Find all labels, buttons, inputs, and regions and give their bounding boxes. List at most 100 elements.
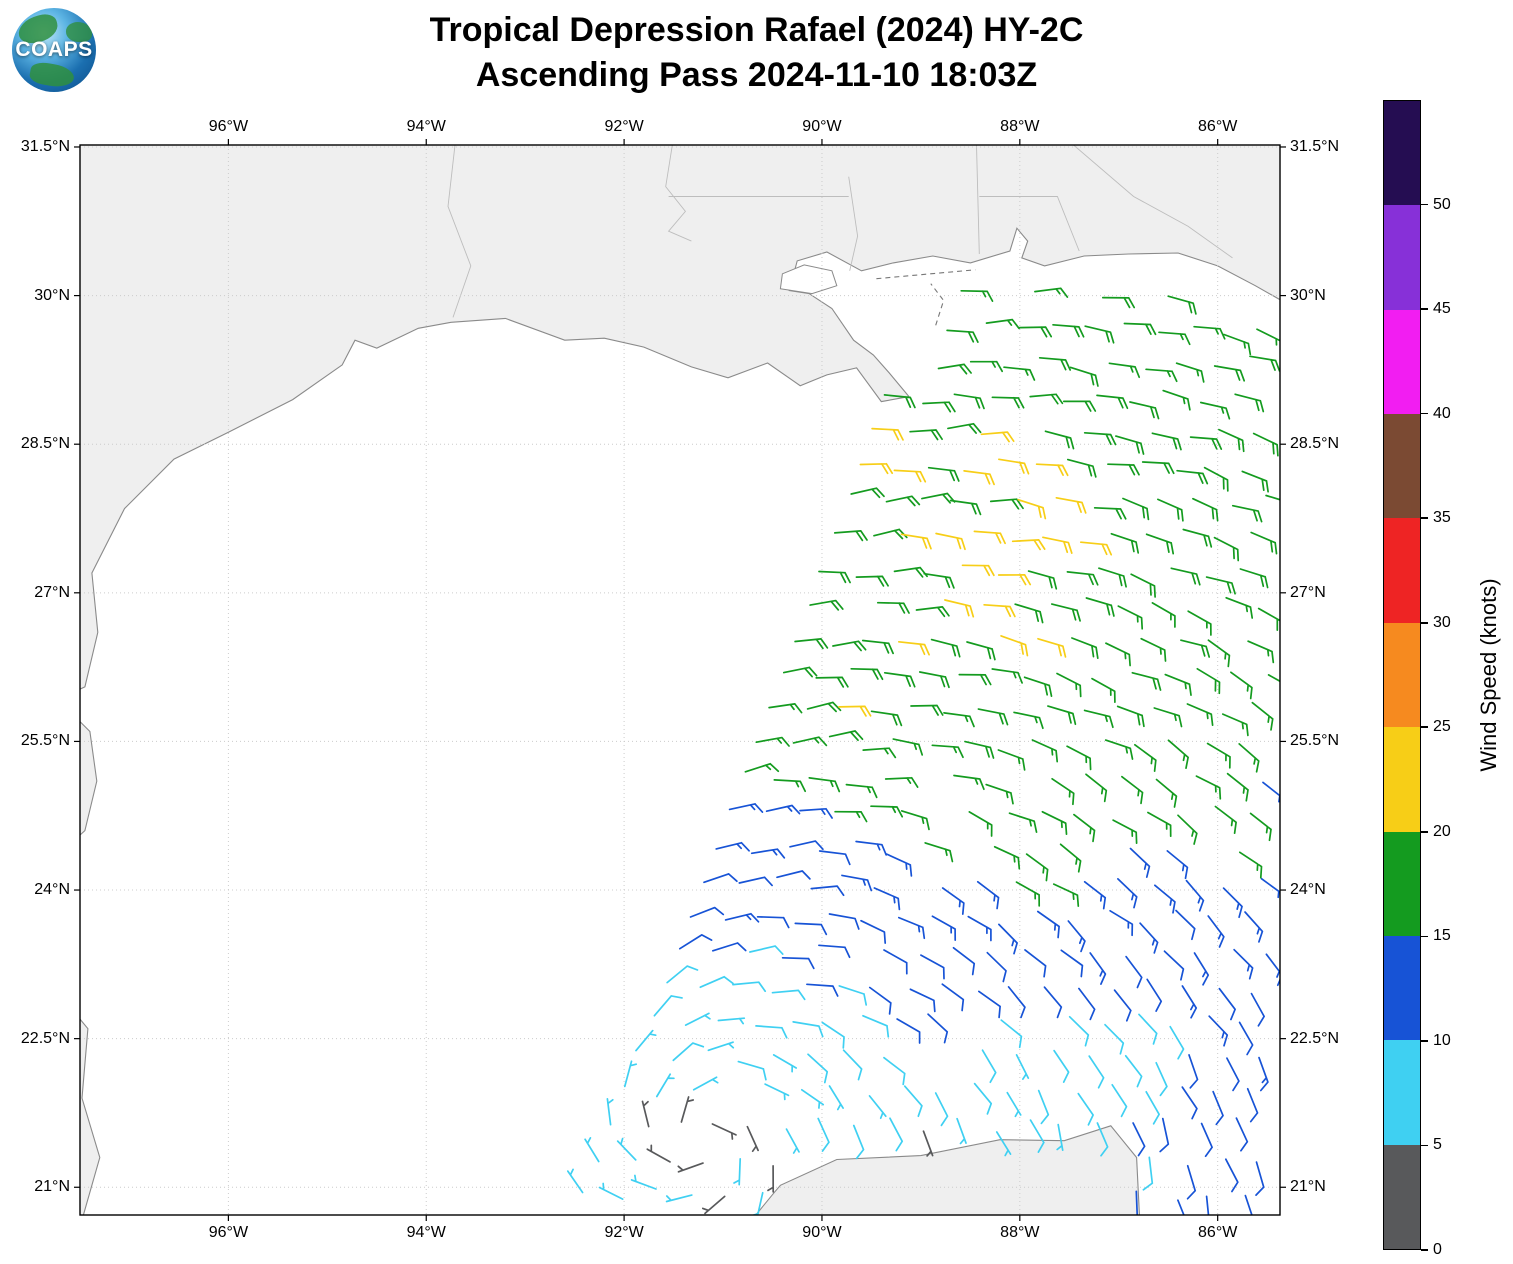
wind-barb — [1107, 463, 1140, 476]
wind-barb — [1214, 805, 1237, 835]
wind-barb — [995, 1131, 1012, 1157]
wind-barb — [1066, 458, 1097, 478]
lon-tick-label-top: 86°W — [1198, 118, 1238, 135]
wind-barb — [963, 470, 995, 486]
wind-barb — [1189, 436, 1223, 450]
lat-tick-label-right: 25.5°N — [1290, 732, 1340, 750]
wind-barb — [665, 1194, 693, 1203]
colorbar-tick-label: 40 — [1433, 404, 1451, 422]
wind-barb — [981, 1049, 997, 1084]
wind-barb — [1159, 1117, 1170, 1153]
wind-barb — [630, 1174, 657, 1190]
wind-barb — [692, 1076, 719, 1091]
wind-barb — [807, 1053, 829, 1084]
wind-barb — [855, 575, 889, 587]
wind-barb — [1109, 909, 1134, 937]
wind-barb — [953, 774, 985, 791]
wind-barb — [1014, 603, 1044, 624]
colorbar-tick-label: 5 — [1433, 1136, 1442, 1154]
wind-barb — [876, 601, 910, 614]
wind-barb — [1079, 541, 1113, 556]
wind-barb — [1218, 987, 1236, 1021]
wind-barb — [927, 1013, 949, 1044]
wind-barb — [961, 564, 995, 577]
wind-barb — [838, 985, 868, 1006]
wind-barb — [1073, 813, 1096, 843]
wind-barb — [1146, 978, 1163, 1012]
wind-barb — [1142, 1156, 1154, 1191]
wind-barb — [909, 429, 943, 441]
wind-barb — [1203, 466, 1229, 492]
wind-barb — [828, 730, 864, 742]
wind-barb — [1175, 362, 1205, 383]
land-polygon — [80, 720, 98, 836]
wind-barb — [968, 811, 993, 837]
colorbar-tick-mark — [1421, 412, 1428, 415]
wind-barb — [1141, 461, 1175, 475]
wind-barb — [868, 986, 892, 1015]
wind-barb — [1250, 531, 1278, 555]
wind-barb — [873, 528, 908, 540]
colorbar-segment — [1384, 831, 1420, 936]
lat-tick-label-left: 21°N — [34, 1178, 70, 1196]
wind-barb — [1134, 743, 1157, 772]
wind-barb — [978, 990, 1001, 1019]
wind-barb — [1244, 911, 1264, 943]
logo-text: COAPS — [15, 38, 93, 61]
wind-barb — [989, 498, 1024, 510]
wind-barb — [1085, 773, 1108, 803]
wind-barb — [1096, 1122, 1109, 1157]
wind-barb — [684, 1012, 711, 1026]
wind-barb — [635, 1029, 657, 1052]
wind-barb — [1051, 777, 1075, 806]
wind-barb — [701, 1195, 726, 1215]
lat-tick-label-left: 28.5°N — [20, 435, 70, 453]
wind-barb — [934, 1092, 949, 1127]
wind-barb — [1115, 435, 1145, 455]
coaps-logo: COAPS — [12, 8, 96, 92]
wind-barb — [1154, 884, 1176, 914]
wind-barb — [870, 805, 904, 818]
wind-barb — [750, 848, 786, 859]
wind-barb — [937, 363, 972, 375]
wind-barb — [949, 499, 982, 516]
wind-barb — [1110, 532, 1140, 554]
colorbar-tick-mark — [1421, 1144, 1428, 1147]
wind-barb — [1055, 496, 1087, 514]
wind-barb — [598, 1182, 624, 1200]
wind-barb — [883, 394, 916, 409]
lon-tick-label-top: 88°W — [1000, 118, 1040, 135]
wind-barb — [862, 747, 897, 759]
wind-barb — [852, 1124, 865, 1160]
colorbar-tick-mark — [1421, 308, 1428, 310]
lon-tick-label-top: 90°W — [802, 118, 842, 135]
wind-barb — [1234, 393, 1265, 413]
wind-barb — [1166, 850, 1189, 880]
wind-barb — [973, 1082, 993, 1115]
wind-barb — [1244, 1194, 1253, 1215]
wind-barb — [1096, 394, 1129, 410]
wind-barb — [781, 956, 815, 970]
wind-barb — [871, 427, 904, 441]
barrier-islands — [930, 283, 945, 326]
wind-barb — [1093, 506, 1127, 520]
lon-tick-label-top: 92°W — [604, 118, 644, 135]
colorbar-tick-mark — [1421, 203, 1428, 206]
wind-barb — [828, 1085, 844, 1111]
wind-barb — [1041, 810, 1068, 836]
wind-barb — [1089, 952, 1107, 985]
wind-barb — [897, 640, 930, 656]
wind-barb — [755, 1025, 788, 1039]
wind-barb — [566, 1168, 584, 1194]
lat-tick-label-right: 21°N — [1290, 1178, 1326, 1196]
wind-barb — [1029, 393, 1064, 405]
wind-barb — [1112, 819, 1138, 845]
wind-barb — [789, 840, 824, 851]
wind-barb — [1000, 635, 1029, 657]
wind-barb — [1225, 596, 1254, 619]
land-polygon — [755, 1125, 1140, 1215]
wind-barb — [1193, 325, 1226, 340]
wind-barb — [1257, 607, 1280, 631]
wind-barb — [828, 913, 860, 930]
wind-barb — [1111, 1083, 1128, 1118]
